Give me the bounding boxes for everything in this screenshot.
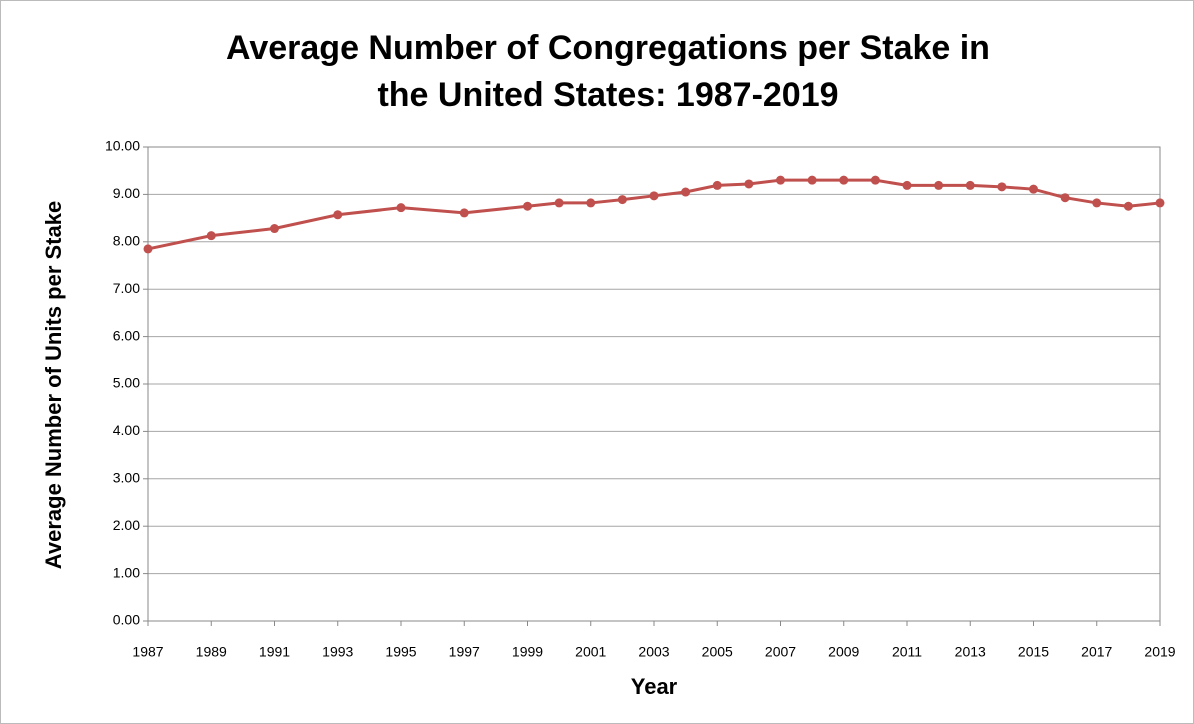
y-axis-label: Average Number of Units per Stake bbox=[41, 201, 66, 569]
x-tick-label: 2011 bbox=[892, 644, 922, 660]
y-tick-label: 2.00 bbox=[113, 517, 140, 533]
marker bbox=[1123, 201, 1133, 211]
y-tick-label: 7.00 bbox=[113, 280, 140, 296]
x-tick-label: 1995 bbox=[385, 644, 416, 660]
x-tick-label: 2019 bbox=[1144, 644, 1175, 660]
marker bbox=[554, 198, 564, 208]
marker bbox=[270, 224, 279, 234]
x-tick-label: 2003 bbox=[638, 644, 669, 660]
x-axis-label: Year bbox=[631, 674, 678, 699]
chart-title: Average Number of Congregations per Stak… bbox=[226, 29, 990, 67]
y-tick-label: 8.00 bbox=[113, 233, 140, 249]
x-tick-label: 1989 bbox=[196, 644, 227, 660]
y-tick-label: 6.00 bbox=[113, 327, 140, 343]
y-tick-label: 1.00 bbox=[113, 564, 140, 580]
x-tick-label: 2015 bbox=[1018, 644, 1049, 660]
x-tick-label: 2001 bbox=[575, 644, 606, 660]
marker bbox=[712, 180, 722, 190]
x-tick-label: 2009 bbox=[828, 644, 859, 660]
marker bbox=[839, 175, 849, 185]
marker bbox=[617, 195, 627, 205]
marker bbox=[902, 180, 912, 190]
y-tick-label: 10.00 bbox=[105, 138, 140, 154]
x-tick-label: 1997 bbox=[449, 644, 480, 660]
marker bbox=[143, 244, 153, 254]
marker bbox=[649, 191, 659, 201]
marker bbox=[807, 175, 817, 185]
marker bbox=[523, 201, 532, 211]
x-tick-label: 2007 bbox=[765, 644, 796, 660]
y-tick-label: 4.00 bbox=[113, 422, 140, 438]
marker bbox=[1092, 198, 1102, 208]
marker bbox=[1029, 184, 1038, 194]
marker bbox=[586, 198, 596, 208]
marker bbox=[206, 231, 216, 241]
chart-title: the United States: 1987-2019 bbox=[377, 76, 838, 114]
marker bbox=[396, 203, 406, 213]
marker bbox=[997, 182, 1007, 192]
x-tick-label: 1987 bbox=[132, 644, 163, 660]
marker bbox=[870, 175, 880, 185]
y-tick-label: 3.00 bbox=[113, 470, 140, 486]
marker bbox=[776, 175, 785, 185]
x-tick-label: 2005 bbox=[702, 644, 733, 660]
marker bbox=[1155, 198, 1165, 208]
marker bbox=[1060, 193, 1070, 203]
y-tick-label: 5.00 bbox=[113, 375, 140, 391]
marker bbox=[333, 210, 343, 220]
y-tick-label: 0.00 bbox=[113, 612, 140, 628]
y-tick-label: 9.00 bbox=[113, 185, 140, 201]
x-tick-label: 1991 bbox=[259, 644, 290, 660]
x-tick-label: 1993 bbox=[322, 644, 353, 660]
x-tick-label: 2017 bbox=[1081, 644, 1112, 660]
marker bbox=[459, 208, 469, 218]
marker bbox=[934, 180, 944, 190]
marker bbox=[965, 180, 975, 190]
marker bbox=[681, 187, 691, 197]
x-tick-label: 1999 bbox=[512, 644, 543, 660]
x-tick-label: 2013 bbox=[955, 644, 986, 660]
marker bbox=[744, 179, 754, 189]
